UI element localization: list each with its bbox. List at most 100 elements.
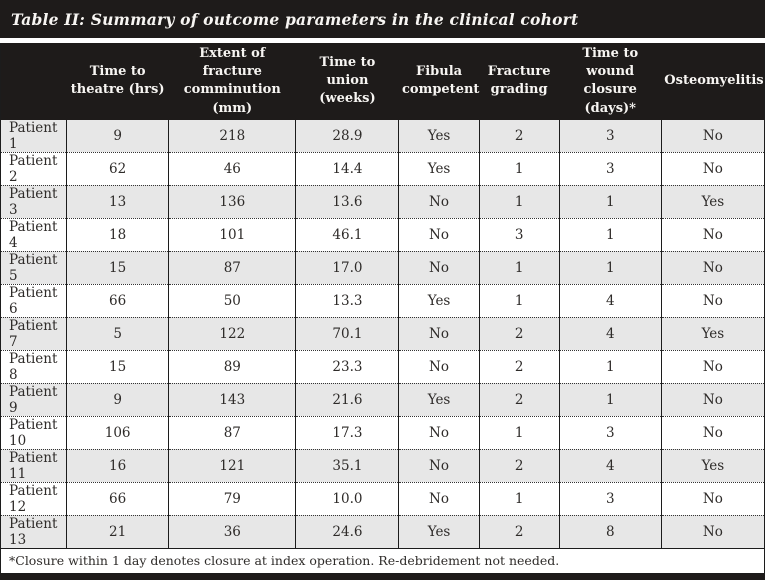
value-cell: Yes xyxy=(661,185,765,219)
value-cell: 35.1 xyxy=(295,449,400,483)
value-cell: 21 xyxy=(66,515,170,549)
patient-label: Patient 9 xyxy=(0,383,68,417)
value-cell: 2 xyxy=(479,449,560,483)
table-row: Patient 2 62 46 14.4 Yes 1 3 No xyxy=(0,152,765,186)
column-header-time-to-theatre: Time to theatre (hrs) xyxy=(66,43,169,120)
value-cell: No xyxy=(661,152,765,186)
value-cell: 4 xyxy=(559,449,662,483)
value-cell: 89 xyxy=(168,350,297,384)
patient-label: Patient 8 xyxy=(0,350,68,384)
table-row: Patient 6 66 50 13.3 Yes 1 4 No xyxy=(0,284,765,318)
table-row: Patient 12 66 79 10.0 No 1 3 No xyxy=(0,482,765,516)
value-cell: 136 xyxy=(168,185,297,219)
value-cell: 17.0 xyxy=(295,251,400,285)
value-cell: 1 xyxy=(479,416,560,450)
value-cell: 1 xyxy=(479,482,560,516)
patient-label: Patient 13 xyxy=(0,515,68,549)
value-cell: 218 xyxy=(168,119,297,153)
value-cell: Yes xyxy=(398,515,480,549)
value-cell: 1 xyxy=(559,350,662,384)
value-cell: 24.6 xyxy=(295,515,400,549)
value-cell: 143 xyxy=(168,383,297,417)
value-cell: 3 xyxy=(559,119,662,153)
value-cell: No xyxy=(398,482,480,516)
value-cell: No xyxy=(661,515,765,549)
value-cell: 16 xyxy=(66,449,170,483)
table-row: Patient 13 21 36 24.6 Yes 2 8 No xyxy=(0,515,765,549)
value-cell: 2 xyxy=(479,350,560,384)
patient-label: Patient 2 xyxy=(0,152,68,186)
table-row: Patient 4 18 101 46.1 No 3 1 No xyxy=(0,218,765,252)
column-header-patient xyxy=(0,43,67,120)
value-cell: 122 xyxy=(168,317,297,351)
value-cell: 66 xyxy=(66,284,170,318)
value-cell: No xyxy=(661,284,765,318)
table-body: Patient 1 9 218 28.9 Yes 2 3 No Patient 2 62 46 14.… xyxy=(0,119,765,549)
value-cell: 66 xyxy=(66,482,170,516)
value-cell: 14.4 xyxy=(295,152,400,186)
value-cell: 1 xyxy=(559,185,662,219)
value-cell: 106 xyxy=(66,416,170,450)
value-cell: No xyxy=(398,317,480,351)
table-row: Patient 5 15 87 17.0 No 1 1 No xyxy=(0,251,765,285)
patient-label: Patient 1 xyxy=(0,119,68,153)
bottom-border-bar xyxy=(0,573,765,580)
value-cell: 2 xyxy=(479,119,560,153)
table-row: Patient 7 5 122 70.1 No 2 4 Yes xyxy=(0,317,765,351)
value-cell: 3 xyxy=(559,152,662,186)
value-cell: 46.1 xyxy=(295,218,400,252)
value-cell: 3 xyxy=(559,482,662,516)
value-cell: 3 xyxy=(479,218,560,252)
value-cell: No xyxy=(398,416,480,450)
value-cell: 10.0 xyxy=(295,482,400,516)
value-cell: No xyxy=(661,416,765,450)
column-header-fracture-grading: Fracture grading xyxy=(479,43,560,120)
value-cell: No xyxy=(398,218,480,252)
value-cell: 87 xyxy=(168,416,297,450)
value-cell: 3 xyxy=(559,416,662,450)
value-cell: 13.6 xyxy=(295,185,400,219)
value-cell: 1 xyxy=(559,383,662,417)
footnote-row: *Closure within 1 day denotes closure at… xyxy=(0,548,765,574)
column-header-osteomyelitis: Osteomyelitis xyxy=(661,43,765,120)
value-cell: 46 xyxy=(168,152,297,186)
value-cell: 23.3 xyxy=(295,350,400,384)
value-cell: No xyxy=(661,383,765,417)
value-cell: 121 xyxy=(168,449,297,483)
value-cell: No xyxy=(398,251,480,285)
value-cell: 70.1 xyxy=(295,317,400,351)
value-cell: No xyxy=(661,482,765,516)
value-cell: 9 xyxy=(66,383,170,417)
table-footer: *Closure within 1 day denotes closure at… xyxy=(0,548,765,574)
value-cell: 1 xyxy=(559,251,662,285)
value-cell: Yes xyxy=(398,119,480,153)
value-cell: 1 xyxy=(559,218,662,252)
value-cell: 13 xyxy=(66,185,170,219)
outcome-table: Time to theatre (hrs) Extent of fracture… xyxy=(0,43,765,574)
value-cell: 1 xyxy=(479,284,560,318)
value-cell: Yes xyxy=(661,449,765,483)
column-header-fracture-comminution: Extent of fracture comminution (mm) xyxy=(168,43,296,120)
value-cell: 36 xyxy=(168,515,297,549)
value-cell: 62 xyxy=(66,152,170,186)
value-cell: 13.3 xyxy=(295,284,400,318)
value-cell: No xyxy=(661,251,765,285)
value-cell: 2 xyxy=(479,317,560,351)
patient-label: Patient 12 xyxy=(0,482,68,516)
value-cell: 1 xyxy=(479,152,560,186)
value-cell: Yes xyxy=(398,284,480,318)
patient-label: Patient 7 xyxy=(0,317,68,351)
value-cell: 21.6 xyxy=(295,383,400,417)
patient-label: Patient 4 xyxy=(0,218,68,252)
value-cell: No xyxy=(398,185,480,219)
value-cell: No xyxy=(661,350,765,384)
value-cell: 2 xyxy=(479,515,560,549)
patient-label: Patient 6 xyxy=(0,284,68,318)
value-cell: 2 xyxy=(479,383,560,417)
value-cell: 5 xyxy=(66,317,170,351)
table-header: Time to theatre (hrs) Extent of fracture… xyxy=(0,43,765,120)
table-row: Patient 3 13 136 13.6 No 1 1 Yes xyxy=(0,185,765,219)
patient-label: Patient 11 xyxy=(0,449,68,483)
value-cell: 1 xyxy=(479,251,560,285)
